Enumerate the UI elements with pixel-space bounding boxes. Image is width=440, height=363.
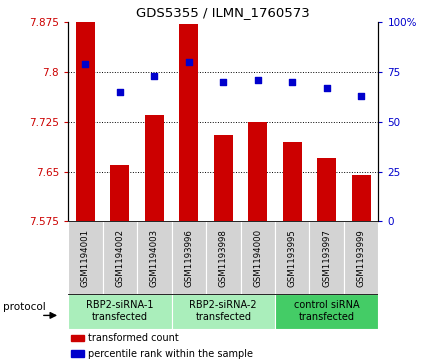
- Bar: [283, 142, 302, 221]
- Point: [323, 85, 330, 90]
- Bar: [172, 294, 275, 329]
- Bar: [344, 221, 378, 294]
- Bar: [309, 221, 344, 294]
- Point: [82, 61, 89, 66]
- Bar: [68, 294, 172, 329]
- Text: GSM1194000: GSM1194000: [253, 229, 262, 287]
- Point: [254, 77, 261, 82]
- Point: [185, 59, 192, 65]
- Point: [289, 79, 296, 85]
- Bar: [206, 221, 241, 294]
- Bar: [352, 175, 370, 221]
- Point: [358, 93, 365, 98]
- Text: protocol: protocol: [4, 302, 46, 312]
- Bar: [172, 221, 206, 294]
- Text: control siRNA
transfected: control siRNA transfected: [294, 301, 359, 322]
- Text: RBP2-siRNA-2
transfected: RBP2-siRNA-2 transfected: [190, 301, 257, 322]
- Point: [220, 79, 227, 85]
- Bar: [275, 221, 309, 294]
- Bar: [241, 221, 275, 294]
- Bar: [275, 294, 378, 329]
- Bar: [76, 22, 95, 221]
- Bar: [214, 135, 233, 221]
- Title: GDS5355 / ILMN_1760573: GDS5355 / ILMN_1760573: [136, 6, 310, 19]
- Text: GSM1193998: GSM1193998: [219, 229, 228, 287]
- Text: GSM1193997: GSM1193997: [322, 229, 331, 287]
- Bar: [180, 24, 198, 221]
- Bar: [103, 221, 137, 294]
- Text: GSM1194002: GSM1194002: [115, 229, 125, 287]
- Bar: [145, 115, 164, 221]
- Bar: [137, 221, 172, 294]
- Point: [151, 73, 158, 78]
- Text: percentile rank within the sample: percentile rank within the sample: [88, 348, 253, 359]
- Text: RBP2-siRNA-1
transfected: RBP2-siRNA-1 transfected: [86, 301, 154, 322]
- Text: GSM1194001: GSM1194001: [81, 229, 90, 287]
- Text: GSM1194003: GSM1194003: [150, 229, 159, 287]
- Text: GSM1193996: GSM1193996: [184, 229, 193, 287]
- Text: GSM1193999: GSM1193999: [357, 229, 366, 287]
- Bar: [317, 158, 336, 221]
- Bar: [71, 335, 84, 342]
- Bar: [248, 122, 267, 221]
- Bar: [68, 221, 103, 294]
- Point: [116, 89, 123, 94]
- Bar: [71, 350, 84, 357]
- Text: transformed count: transformed count: [88, 333, 179, 343]
- Bar: [110, 165, 129, 221]
- Text: GSM1193995: GSM1193995: [288, 229, 297, 287]
